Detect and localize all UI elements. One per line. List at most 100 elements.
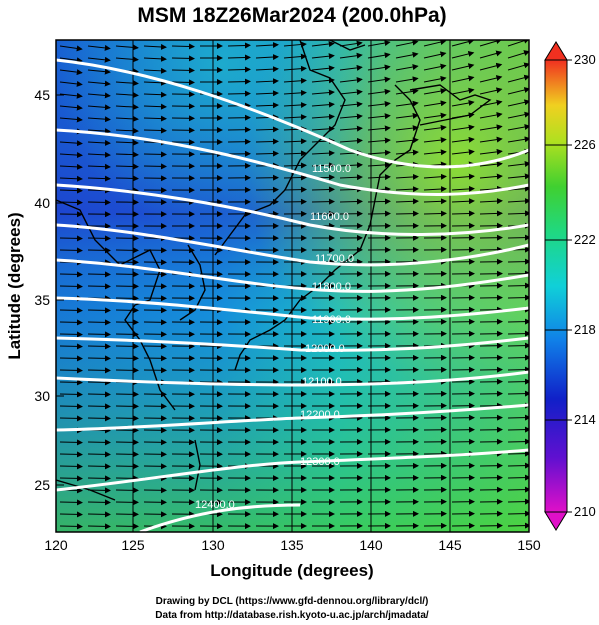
x-tick-labels: 120 125 130 135 140 145 150 [44, 537, 541, 553]
wind-arrow [59, 199, 83, 206]
wind-arrow [283, 101, 307, 108]
wind-arrow [507, 330, 529, 337]
wind-arrow [283, 77, 307, 84]
y-ticks [56, 94, 64, 486]
colorbar-label: 222 [574, 232, 596, 247]
wind-arrow [143, 127, 167, 134]
wind-arrow [87, 175, 111, 182]
wind-arrow [255, 150, 279, 157]
wind-arrow [507, 210, 529, 217]
wind-arrow [227, 42, 251, 49]
wind-arrow [367, 125, 391, 132]
contour-line [56, 258, 529, 293]
wind-arrow [507, 258, 529, 265]
wind-arrow [115, 92, 139, 99]
wind-arrow [367, 198, 391, 205]
wind-arrow [339, 52, 363, 59]
wind-arrow [143, 115, 167, 122]
wind-arrow [115, 103, 139, 110]
wind-arrow [451, 210, 475, 217]
colorbar-bottom-arrow [544, 511, 568, 531]
wind-arrow [59, 523, 83, 530]
wind-arrow [59, 439, 83, 446]
x-tick-label: 135 [280, 537, 304, 553]
x-tick-label: 125 [121, 537, 145, 553]
coastline-korea [179, 244, 206, 321]
wind-arrow [507, 124, 529, 131]
wind-arrow [115, 151, 139, 158]
wind-arrow [395, 137, 419, 144]
wind-arrow [395, 186, 419, 193]
wind-arrow [59, 415, 83, 422]
contour-line [56, 128, 529, 196]
wind-arrow [507, 498, 529, 505]
wind-arrow [367, 88, 391, 95]
wind-arrow [283, 53, 307, 60]
y-tick-labels: 25 30 35 40 45 [34, 87, 50, 493]
height-contours [56, 58, 529, 532]
wind-arrow [255, 90, 279, 97]
wind-arrow [423, 88, 447, 95]
wind-arrow [115, 115, 139, 122]
wind-arrow [59, 69, 83, 76]
wind-arrow [479, 75, 503, 83]
wind-arrow [507, 510, 529, 517]
coastline-japan-honshu [234, 84, 421, 371]
wind-arrow [87, 128, 111, 135]
contour-line [56, 223, 529, 267]
x-tick-label: 150 [517, 537, 541, 553]
wind-arrow [507, 74, 529, 83]
wind-arrow [451, 40, 475, 47]
wind-arrow [311, 77, 335, 84]
wind-arrow [255, 78, 279, 85]
colorbar-label: 218 [574, 322, 596, 337]
wind-arrow [479, 173, 503, 180]
wind-arrow [115, 127, 139, 134]
coastline-south [56, 479, 116, 501]
wind-arrow [143, 79, 167, 86]
wind-arrow [115, 175, 139, 182]
wind-arrow [59, 57, 83, 64]
wind-arrow [311, 150, 335, 157]
x-axis-label: Longitude (degrees) [210, 561, 373, 580]
y-axis-label: Latitude (degrees) [5, 212, 24, 359]
chart-title: MSM 18Z26Mar2024 (200.0hPa) [137, 4, 446, 27]
wind-arrow [339, 162, 363, 169]
wind-arrow [479, 50, 503, 59]
wind-arrow [87, 104, 111, 111]
coastline-sakhalin [329, 40, 366, 51]
wind-arrow [255, 102, 279, 109]
wind-arrow [59, 511, 83, 518]
wind-arrow [59, 463, 83, 470]
wind-arrow [283, 174, 307, 181]
wind-arrow [507, 438, 529, 445]
wind-arrow [339, 64, 363, 71]
contour-label: 12200.0 [300, 409, 340, 421]
wind-arrow [87, 151, 111, 158]
coastline-china [56, 199, 176, 411]
wind-arrow [59, 235, 83, 242]
wind-arrow [507, 318, 529, 325]
wind-arrow [395, 125, 419, 132]
wind-arrow [395, 40, 419, 47]
wind-arrow [423, 149, 447, 156]
wind-arrow [59, 163, 83, 170]
wind-arrow [395, 100, 419, 107]
wind-arrow [115, 80, 139, 87]
x-ticks [55, 524, 530, 532]
colorbar-label: 226 [574, 137, 596, 152]
wind-arrow [451, 87, 475, 95]
wind-arrow [451, 173, 475, 180]
wind-arrow [283, 41, 307, 48]
wind-arrow [87, 68, 111, 75]
wind-arrow [479, 161, 503, 168]
wind-arrow [423, 198, 447, 205]
wind-arrow [59, 379, 83, 386]
wind-arrow [115, 163, 139, 170]
wind-arrow [395, 210, 419, 217]
wind-arrow [367, 40, 391, 47]
wind-arrow [367, 137, 391, 144]
wind-arrow [87, 56, 111, 63]
wind-arrow [479, 112, 503, 119]
coastline-mainland-north [214, 40, 346, 256]
